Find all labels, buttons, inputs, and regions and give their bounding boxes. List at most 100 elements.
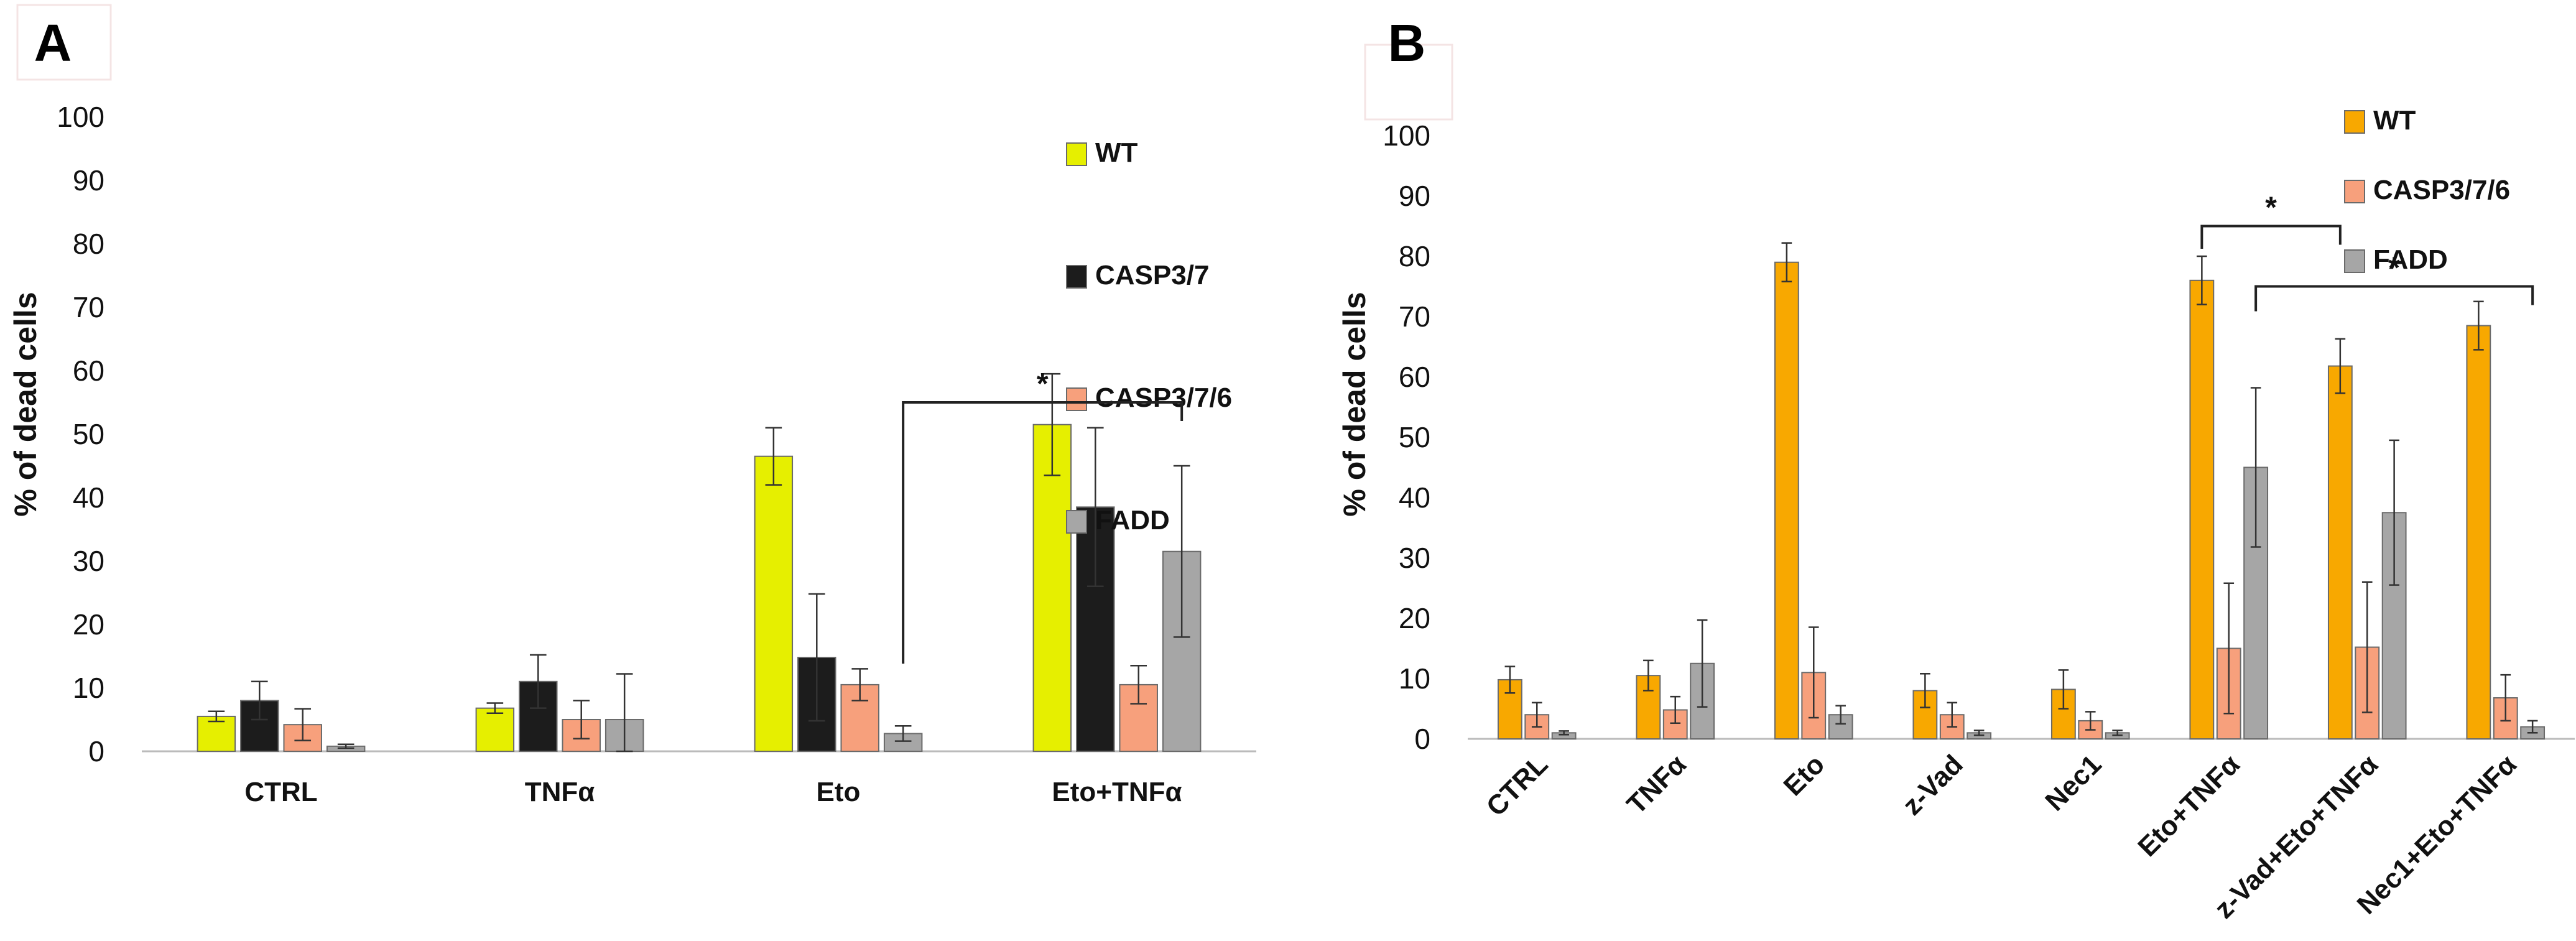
error-bar-ctrl-casp3-7-6 bbox=[294, 708, 312, 741]
error-bar-eto-tnfa-casp3-7-6 bbox=[2223, 582, 2235, 715]
error-bar-tnfa-casp3-7 bbox=[529, 654, 547, 709]
significance-star: * bbox=[2265, 192, 2277, 225]
error-bar-eto-tnfa-wt bbox=[2197, 255, 2207, 305]
bracket-line bbox=[2200, 225, 2342, 249]
y-tick-label: 80 bbox=[73, 228, 104, 260]
y-tick-label: 90 bbox=[73, 164, 104, 197]
panel-b-category-labels: CTRL TNFα Eto z-Vad Nec1 Eto+TNFαz-Vad+Eto+TN… bbox=[1481, 749, 2523, 924]
panel-a-label: A bbox=[34, 14, 72, 72]
error-bar-tnfa-fadd bbox=[1697, 619, 1708, 708]
y-tick-label: 60 bbox=[73, 355, 104, 387]
legend-swatch-fadd bbox=[2344, 249, 2365, 273]
y-tick-label: 50 bbox=[1399, 421, 1430, 453]
legend-swatch-casp3-7-6 bbox=[2344, 180, 2365, 203]
bracket-line bbox=[2254, 285, 2534, 312]
panel-a-category-labels: CTRL TNFα Eto Eto+TNFα bbox=[244, 777, 1182, 807]
panel-a-bars bbox=[197, 424, 1202, 753]
error-bar-eto-fadd bbox=[1835, 705, 1846, 725]
error-bar-z-vad-eto-tnfa-wt bbox=[2335, 338, 2346, 394]
bar-eto-wt bbox=[1774, 261, 1799, 739]
y-tick-label: 60 bbox=[1399, 361, 1430, 393]
significance-star: * bbox=[1037, 368, 1049, 401]
legend-label-wt: WT bbox=[1095, 137, 1138, 168]
error-bar-z-vad-eto-tnfa-casp3-7-6 bbox=[2361, 581, 2373, 713]
significance-bracket-1: * bbox=[2200, 192, 2342, 249]
error-bar-nec1-casp3-7-6 bbox=[2085, 711, 2096, 731]
y-tick-label: 30 bbox=[1399, 542, 1430, 574]
legend-label-fadd: FADD bbox=[1095, 505, 1170, 535]
category-label-ctrl: CTRL bbox=[244, 777, 317, 807]
error-bar-z-vad-wt bbox=[1920, 672, 1930, 708]
panel-b-error-bars bbox=[1504, 242, 2538, 736]
panel-a-label-box bbox=[16, 4, 112, 81]
error-bar-nec1-eto-tnfa-wt bbox=[2473, 300, 2484, 351]
panel-a-y-axis-label: % of dead cells bbox=[8, 292, 43, 516]
y-tick-label: 70 bbox=[1399, 300, 1430, 333]
category-label-eto-tnfa: Eto+TNFα bbox=[2132, 749, 2246, 863]
error-bar-eto-wt bbox=[765, 427, 782, 486]
legend-swatch-casp3-7 bbox=[1066, 265, 1087, 289]
category-label-ctrl: CTRL bbox=[1481, 749, 1554, 822]
error-bar-eto-wt bbox=[1781, 242, 1792, 282]
y-tick-label: 30 bbox=[73, 545, 104, 577]
legend-label-wt: WT bbox=[2373, 105, 2416, 136]
legend-swatch-fadd bbox=[1066, 510, 1087, 534]
panel-a-legend: WT CASP3/7 CASP3/7/6 FADD bbox=[1066, 137, 1232, 535]
error-bar-nec1-eto-tnfa-fadd bbox=[2527, 720, 2538, 734]
bar-eto-tnfa-wt bbox=[1032, 424, 1072, 752]
legend-label-casp3-7-6: CASP3/7/6 bbox=[1095, 382, 1232, 413]
y-tick-label: 100 bbox=[57, 101, 104, 133]
bar-z-vad-eto-tnfa-wt bbox=[2327, 365, 2353, 739]
panel-b-label-box bbox=[1364, 44, 1453, 121]
category-label-tnfa: TNFα bbox=[1621, 749, 1692, 820]
bar-eto-tnfa-wt bbox=[2189, 279, 2215, 739]
error-bar-nec1-eto-tnfa-casp3-7-6 bbox=[2500, 674, 2511, 722]
error-bar-ctrl-fadd bbox=[337, 743, 354, 749]
bar-nec1-eto-tnfa-wt bbox=[2466, 325, 2491, 739]
y-tick-label: 40 bbox=[1399, 481, 1430, 514]
error-bar-eto-tnfa-casp3-7 bbox=[1086, 427, 1104, 588]
significance-bracket-2: * bbox=[2254, 252, 2534, 312]
error-bar-ctrl-casp3-7 bbox=[251, 680, 268, 721]
y-tick-label: 0 bbox=[1414, 723, 1430, 755]
error-bar-ctrl-wt bbox=[1504, 665, 1516, 694]
y-tick-label: 0 bbox=[88, 735, 104, 767]
panel-b: B % of dead cells 0 10 20 30 40 50 60 70 80 90 100… bbox=[1337, 14, 2575, 924]
error-bar-tnfa-wt bbox=[486, 702, 504, 715]
y-tick-label: 10 bbox=[1399, 662, 1430, 695]
error-bar-tnfa-fadd bbox=[616, 673, 633, 753]
y-tick-label: 20 bbox=[73, 608, 104, 641]
error-bar-eto-tnfa-fadd bbox=[2250, 387, 2261, 548]
error-bar-eto-casp3-7-6 bbox=[851, 668, 869, 702]
error-bar-tnfa-wt bbox=[1643, 659, 1654, 692]
error-bar-eto-tnfa-wt bbox=[1044, 373, 1061, 476]
legend-label-casp3-7: CASP3/7 bbox=[1095, 260, 1209, 290]
panel-b-label: B bbox=[1388, 14, 1426, 72]
legend-label-fadd: FADD bbox=[2373, 244, 2448, 275]
error-bar-z-vad-fadd bbox=[1973, 730, 1985, 736]
significance-bracket-1: * bbox=[902, 368, 1184, 664]
y-tick-label: 80 bbox=[1399, 240, 1430, 272]
error-bar-eto-tnfa-casp3-7-6 bbox=[1130, 665, 1147, 705]
error-bar-tnfa-casp3-7-6 bbox=[1670, 695, 1681, 725]
category-label-z-vad: z-Vad bbox=[1897, 749, 1969, 821]
error-bar-eto-fadd bbox=[894, 725, 912, 742]
legend-swatch-wt bbox=[1066, 142, 1087, 166]
panel-a: A % of dead cells 0 10 20 30 40 50 60 70 80 90 100… bbox=[8, 4, 1256, 807]
category-label-nec1: Nec1 bbox=[2039, 749, 2107, 817]
error-bar-ctrl-fadd bbox=[1559, 730, 1569, 736]
category-label-eto: Eto bbox=[817, 777, 861, 807]
y-tick-label: 50 bbox=[73, 418, 104, 450]
panel-a-axes: 0 10 20 30 40 50 60 70 80 90 100 bbox=[57, 101, 1256, 767]
panel-b-axes: 0 10 20 30 40 50 60 70 80 90 100 bbox=[1383, 119, 2575, 755]
error-bar-ctrl-casp3-7-6 bbox=[1531, 702, 1542, 728]
category-label-eto-tnfa: Eto+TNFα bbox=[1052, 777, 1182, 807]
y-tick-label: 100 bbox=[1383, 119, 1430, 152]
y-tick-label: 90 bbox=[1399, 180, 1430, 212]
error-bar-ctrl-wt bbox=[208, 710, 225, 723]
panel-b-bars bbox=[1497, 261, 2546, 740]
panel-a-error-bars bbox=[208, 373, 1190, 753]
error-bar-nec1-wt bbox=[2058, 669, 2069, 710]
legend-label-casp3-7-6: CASP3/7/6 bbox=[2373, 175, 2510, 205]
